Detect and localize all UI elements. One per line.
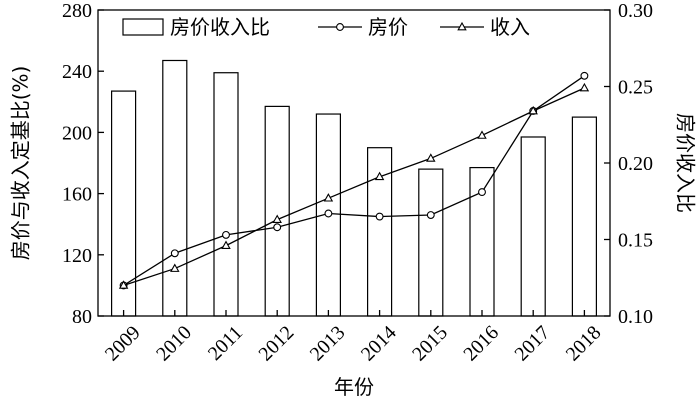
line-circle bbox=[123, 75, 585, 286]
bars-layer bbox=[110, 59, 598, 317]
bar-2016 bbox=[469, 166, 495, 317]
point-triangle-2016 bbox=[477, 130, 487, 139]
y-left-tick-label: 80 bbox=[72, 306, 92, 328]
bar-2015 bbox=[418, 168, 444, 317]
point-triangle-2012 bbox=[272, 214, 282, 223]
y-axis-right-title: 房价收入比 bbox=[674, 113, 698, 213]
point-circle-2016 bbox=[478, 188, 486, 197]
legend-circle-marker bbox=[336, 23, 344, 31]
point-circle-2012 bbox=[273, 223, 282, 232]
bar-2009 bbox=[110, 90, 137, 317]
legend-label-ratio: 房价收入比 bbox=[170, 15, 270, 39]
point-triangle-2013 bbox=[323, 193, 334, 202]
point-triangle-2014 bbox=[374, 171, 385, 181]
bar-2011 bbox=[213, 72, 239, 317]
point-triangle-2018 bbox=[579, 82, 590, 92]
x-tick-label: 2012 bbox=[255, 322, 299, 366]
point-triangle-2009 bbox=[118, 280, 129, 289]
x-tick-label: 2016 bbox=[459, 322, 503, 366]
x-tick-label: 2011 bbox=[204, 322, 247, 365]
bar-2017 bbox=[520, 136, 546, 317]
x-tick-label: 2013 bbox=[306, 322, 350, 366]
ticks-layer: 80 120 160 200 240 280 0.10 0.15 0.20 0.25 0.30 200… bbox=[62, 0, 653, 365]
x-tick-label: 2014 bbox=[357, 322, 401, 366]
y-right-tick-label: 0.20 bbox=[618, 153, 653, 175]
legend-label-income: 收入 bbox=[490, 15, 530, 39]
legend-label-price: 房价 bbox=[368, 15, 408, 39]
y-left-tick-label: 160 bbox=[62, 184, 92, 206]
legend-bar-swatch bbox=[122, 18, 164, 36]
bar-2010 bbox=[162, 59, 188, 317]
y-left-tick-label: 280 bbox=[62, 0, 92, 22]
x-tick-label: 2018 bbox=[562, 322, 606, 366]
y-right-tick-label: 0.25 bbox=[618, 77, 653, 99]
point-circle-2013 bbox=[324, 209, 333, 218]
legend-triangle-marker bbox=[457, 21, 467, 31]
point-circle-2018 bbox=[580, 71, 589, 80]
y-right-tick-label: 0.15 bbox=[618, 230, 653, 252]
y-axis-left-title: 房价与收入定基比(%) bbox=[9, 66, 33, 261]
point-triangle-2015 bbox=[426, 153, 436, 162]
x-tick-label: 2010 bbox=[152, 322, 196, 366]
point-circle-2011 bbox=[222, 230, 230, 239]
y-right-tick-label: 0.30 bbox=[618, 0, 653, 22]
point-triangle-2011 bbox=[221, 240, 231, 249]
x-tick-label: 2009 bbox=[101, 322, 145, 366]
point-triangle-2010 bbox=[170, 263, 180, 272]
bar-2012 bbox=[264, 105, 290, 317]
bar-2018 bbox=[571, 116, 598, 317]
point-circle-2010 bbox=[170, 249, 179, 258]
y-left-tick-label: 120 bbox=[62, 245, 92, 267]
lines-layer bbox=[118, 71, 590, 290]
point-triangle-2017 bbox=[528, 105, 538, 115]
x-tick-label: 2017 bbox=[511, 322, 555, 366]
legend: 房价收入比 房价 收入 bbox=[122, 15, 530, 39]
y-left-tick-label: 240 bbox=[62, 61, 92, 83]
x-axis-title: 年份 bbox=[334, 375, 374, 399]
point-circle-2014 bbox=[375, 212, 384, 221]
point-circle-2015 bbox=[426, 211, 435, 219]
y-left-tick-label: 200 bbox=[62, 122, 92, 144]
x-tick-label: 2015 bbox=[408, 322, 452, 366]
y-right-tick-label: 0.10 bbox=[618, 306, 653, 328]
line-triangle bbox=[123, 87, 585, 287]
